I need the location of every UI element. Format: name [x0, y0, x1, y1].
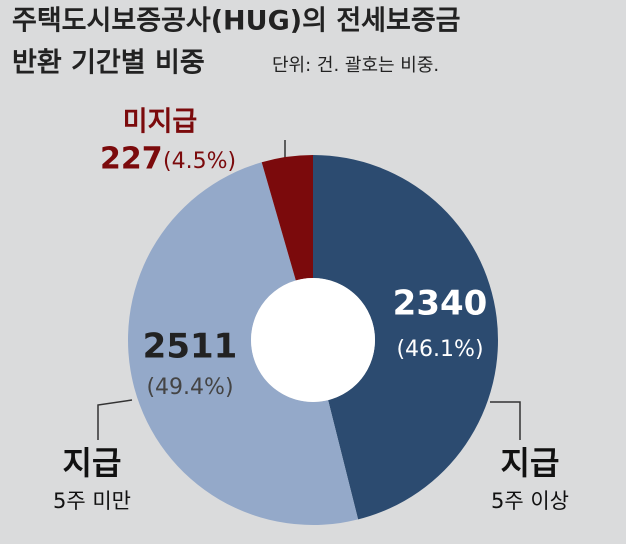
value-label: 2511 [143, 327, 238, 367]
percent-label: (4.5%) [163, 149, 236, 174]
donut-slice [127, 162, 359, 526]
leader-line [97, 399, 133, 440]
category-label: 지급 [501, 444, 560, 482]
percent-label: (46.1%) [396, 337, 483, 362]
donut-slice [313, 155, 498, 520]
period-label: 5주 이상 [491, 489, 569, 513]
donut-slice [261, 155, 313, 281]
value-label: 2340 [393, 284, 488, 324]
donut-hole [251, 278, 375, 402]
chart-subtitle: 단위: 건. 괄호는 비중. [272, 55, 439, 76]
percent-label: (49.4%) [146, 375, 233, 400]
chart-title: 주택도시보증공사(HUG)의 전세보증금 [12, 6, 461, 37]
chart-title: 반환 기간별 비중 [12, 48, 205, 79]
leader-line [490, 401, 521, 440]
category-label: 미지급 [123, 107, 198, 138]
value-label: 227 [100, 142, 163, 177]
category-label: 지급 [63, 444, 122, 482]
period-label: 5주 미만 [53, 489, 131, 513]
